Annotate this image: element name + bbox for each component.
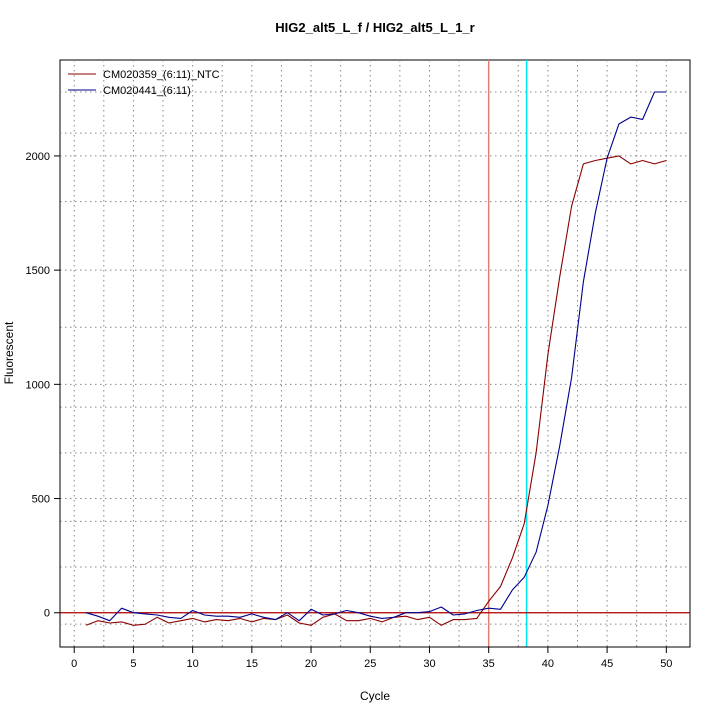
x-axis-label: Cycle: [360, 689, 390, 703]
x-tick-label: 25: [364, 658, 376, 670]
x-tick-label: 35: [483, 658, 495, 670]
series-line-2: [85, 91, 667, 622]
x-tick-label: 40: [542, 658, 554, 670]
legend-label: CM020441_(6:11): [103, 85, 191, 97]
plot-frame: [59, 59, 691, 648]
y-tick-label: 1000: [26, 379, 50, 391]
chart-title: HIG2_alt5_L_f / HIG2_alt5_L_1_r: [275, 20, 474, 35]
series-line-1: [85, 155, 667, 626]
x-tick-label: 45: [601, 658, 613, 670]
x-axis: 0 5 10 15 20 25 30 35 40 45 50: [71, 646, 672, 670]
cycle-markers: [487, 60, 528, 647]
x-tick-label: 5: [130, 658, 136, 670]
y-axis: 0 500 1000 1500 2000: [26, 151, 61, 620]
series-lines: [85, 91, 667, 626]
legend-label: CM020359_(6:11)_NTC: [103, 69, 220, 81]
x-tick-label: 20: [305, 658, 317, 670]
x-tick-label: 50: [660, 658, 672, 670]
x-tick-label: 15: [246, 658, 258, 670]
y-tick-label: 1500: [26, 265, 50, 277]
x-tick-label: 30: [423, 658, 435, 670]
x-tick-label: 10: [187, 658, 199, 670]
y-axis-label: Fluorescent: [2, 321, 16, 384]
x-tick-label: 0: [71, 658, 77, 670]
grid: [60, 60, 690, 647]
y-tick-label: 500: [32, 494, 50, 506]
y-tick-label: 2000: [26, 151, 50, 163]
legend: CM020359_(6:11)_NTC CM020441_(6:11): [68, 69, 220, 97]
y-tick-label: 0: [44, 608, 50, 620]
